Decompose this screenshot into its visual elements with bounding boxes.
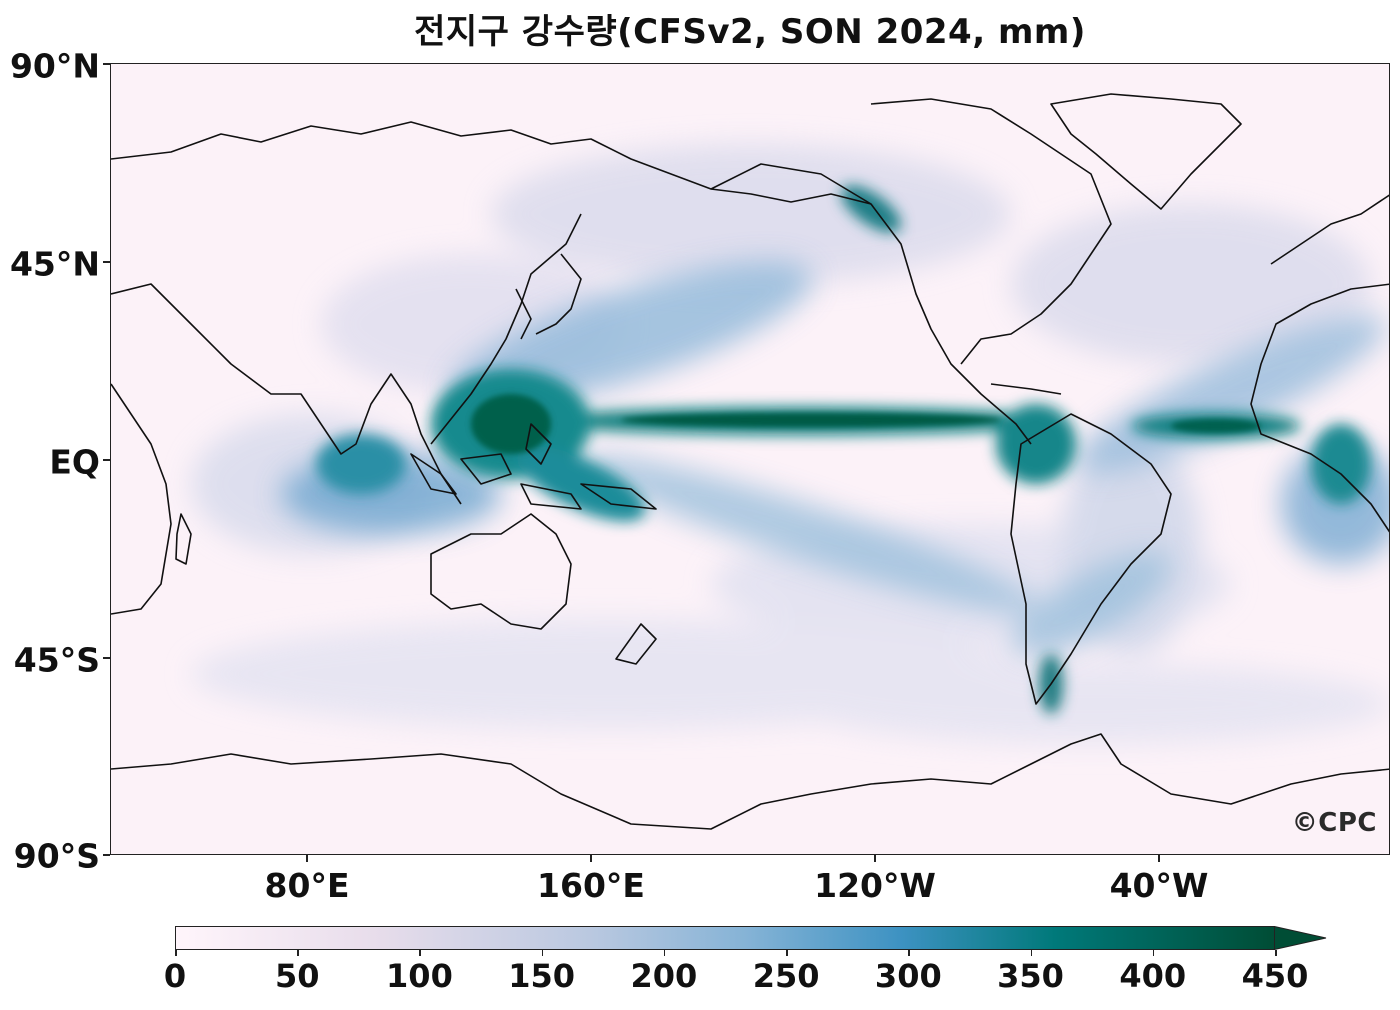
colorbar-tick-label: 150: [508, 957, 576, 995]
colorbar-tick-mark: [297, 950, 299, 956]
lat-label-45s: 45°S: [13, 640, 100, 680]
lat-label-90s: 90°S: [13, 836, 100, 876]
lat-tick: [103, 459, 110, 461]
colorbar-tick-mark: [1275, 950, 1277, 956]
colorbar-tick-mark: [419, 950, 421, 956]
colorbar: [175, 926, 1327, 950]
colorbar-tick-mark: [175, 950, 177, 956]
colorbar-tick-mark: [663, 950, 666, 956]
precipitation-field: [111, 64, 1389, 854]
lat-label-90n: 90°N: [9, 46, 100, 86]
lat-tick: [103, 261, 110, 263]
colorbar-extend-arrow: [1274, 926, 1327, 950]
colorbar-tick-label: 300: [874, 957, 942, 995]
colorbar-tick-label: 0: [163, 957, 187, 995]
cpc-logo: ©CPC: [1291, 808, 1377, 838]
lat-label-45n: 45°N: [9, 244, 100, 284]
lon-tick: [306, 855, 308, 862]
colorbar-tick-label: 200: [630, 957, 698, 995]
lat-tick: [103, 63, 110, 65]
lon-tick: [1158, 855, 1160, 862]
colorbar-tick-label: 50: [274, 957, 320, 995]
lon-tick: [874, 855, 876, 862]
colorbar-tick-label: 250: [752, 957, 820, 995]
colorbar-tick-mark: [541, 950, 544, 956]
lon-label-120w: 120°W: [814, 866, 936, 905]
colorbar-tick-label: 100: [386, 957, 453, 995]
colorbar-tick-mark: [1030, 950, 1033, 956]
lon-label-40w: 40°W: [1109, 866, 1209, 905]
colorbar-tick-label: 350: [997, 957, 1064, 995]
colorbar-tick-label: 400: [1119, 957, 1187, 995]
lat-tick: [103, 854, 110, 856]
lon-label-160e: 160°E: [537, 866, 645, 905]
colorbar-tick-mark: [1152, 950, 1155, 956]
colorbar-tick-mark: [908, 950, 910, 956]
colorbar-tick-mark: [786, 950, 788, 956]
lat-label-eq: EQ: [49, 442, 100, 482]
map-title: 전지구 강수량(CFSv2, SON 2024, mm): [414, 12, 1086, 52]
lon-label-80e: 80°E: [264, 866, 350, 905]
coastlines: [111, 93, 1389, 830]
colorbar-tick-label: 450: [1241, 957, 1309, 995]
precipitation-map: ©CPC: [110, 63, 1390, 855]
lon-tick: [590, 855, 592, 862]
peak-precip-core: [471, 394, 1261, 454]
lat-tick: [103, 657, 110, 659]
